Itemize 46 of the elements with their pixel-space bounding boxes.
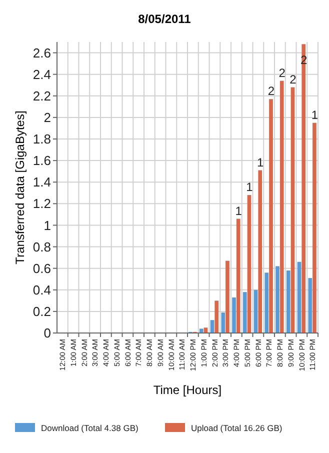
y-tick-label: 2 [44,110,51,125]
y-axis-title: Transferred data [GigaBytes] [13,110,27,264]
bar [297,262,302,333]
bar [254,290,258,333]
y-tick-label: 0 [44,326,51,341]
y-tick-label: 1.2 [32,196,51,212]
bar [264,272,269,333]
annotation: 1 [257,155,264,170]
bar [290,87,295,333]
bar [286,270,290,333]
bar [236,218,240,333]
annotation: 1 [235,204,242,218]
bar [280,80,284,333]
bar [199,328,204,333]
bar [242,292,247,333]
annotation: 1 [246,180,254,194]
bar [221,312,226,333]
annotation: 2 [290,72,297,86]
annotation: 1 [311,108,318,122]
bar [214,300,219,333]
annotation: 2 [278,66,286,80]
y-tick-label: 1 [44,218,51,233]
y-tick-label: 2.6 [32,45,51,60]
y-tick-label: 0.6 [32,260,51,276]
legend-label: Download (Total 4.38 GB) [41,423,138,433]
bar [232,297,236,333]
bar [308,278,312,333]
bar [258,170,262,333]
bar [247,195,252,333]
y-tick-label: 0.8 [32,239,51,254]
y-tick-label: 0.2 [32,304,51,319]
bar [226,260,230,333]
bar [312,122,316,333]
bar [276,266,280,333]
y-tick-label: 2.2 [32,88,51,104]
bar [269,99,273,333]
legend-label: Upload (Total 16.26 GB) [191,423,282,433]
bar [302,44,306,333]
y-tick-label: 1.8 [32,132,51,147]
y-tick-label: 2.4 [32,66,51,82]
chart-title: 8/05/2011 [138,12,192,26]
annotation: 2 [268,84,275,98]
x-axis-title: Time [Hours] [153,383,222,397]
y-tick-label: 1.6 [32,153,51,168]
y-tick-label: 1.4 [32,174,51,190]
y-tick-label: 0.4 [32,282,51,298]
